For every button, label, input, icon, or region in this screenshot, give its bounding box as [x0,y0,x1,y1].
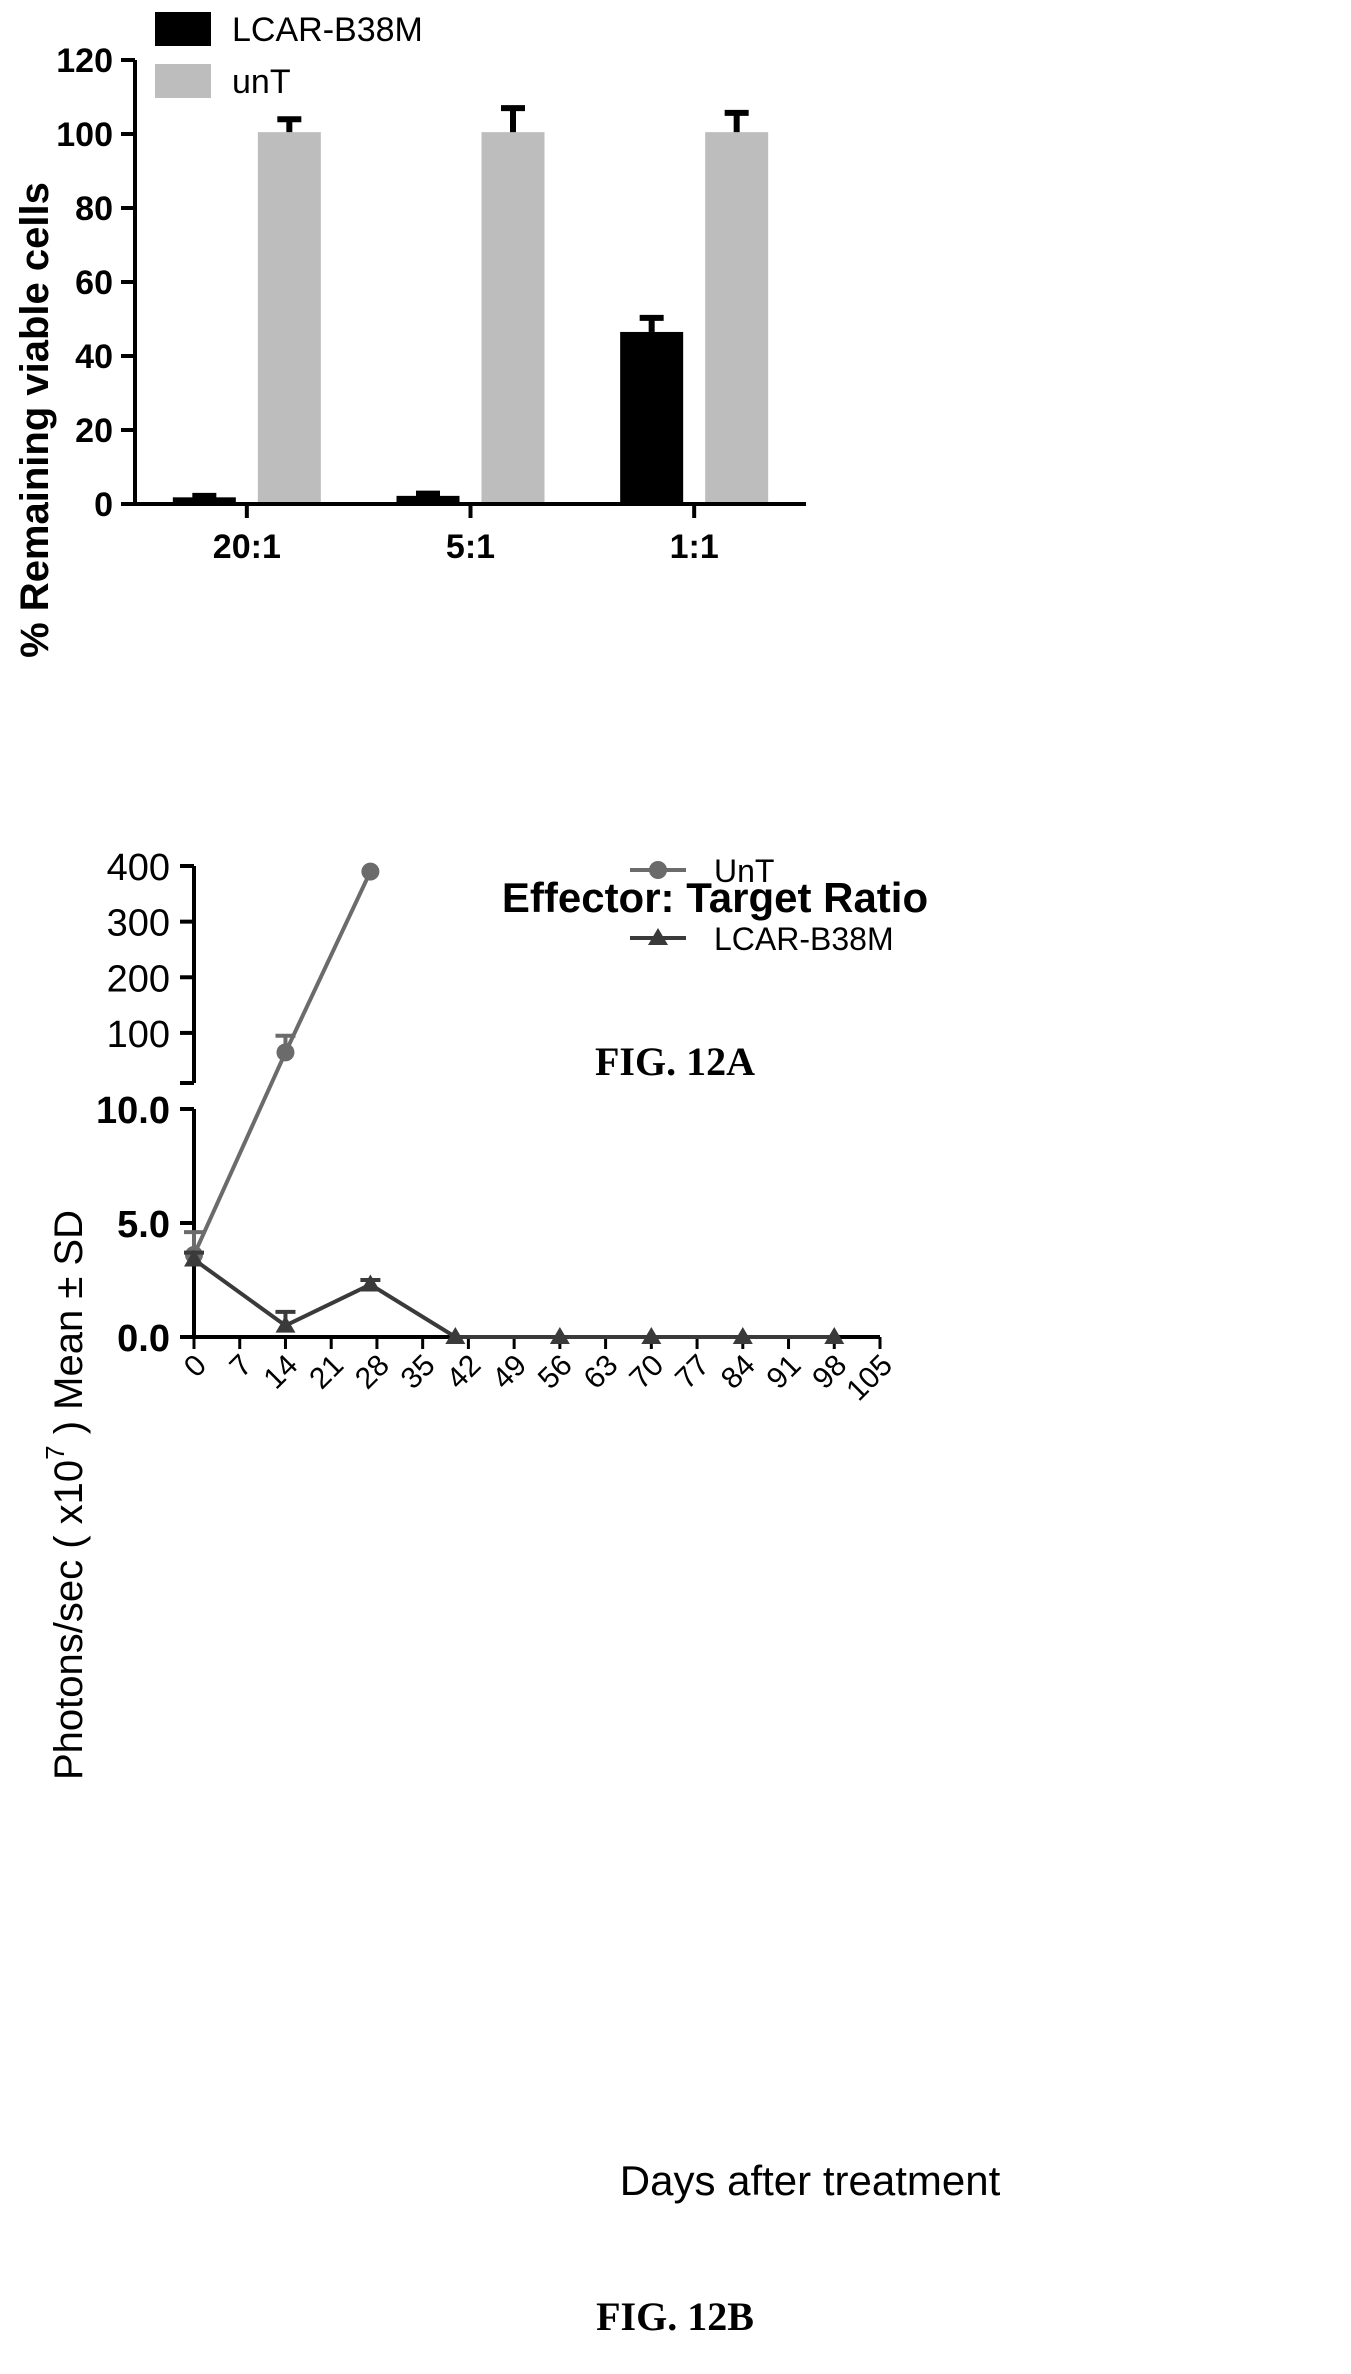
data-point-lcar-b38m [184,1249,204,1267]
legend-swatch-lcar-b38m [155,12,211,46]
x-tick-label: 77 [669,1349,716,1396]
bars-12a [172,105,769,504]
y-axis-label-12b: Photons/sec ( x107 ) Mean ± SD [40,1210,91,1780]
data-point-lcar-b38m [732,1327,753,1344]
axes-12a: 0 20 40 60 80 100 120 20:1 5:1 1:1 [56,42,806,566]
x-tick-label: 70 [623,1349,670,1396]
y-tick-label: 5.0 [117,1204,170,1246]
y-axis-label-suffix: ) Mean ± SD [47,1210,91,1445]
bar-lcar-b38m [620,331,684,504]
data-point-lcar-b38m [445,1327,466,1344]
x-tick-label: 56 [532,1349,579,1396]
legend-label: unT [232,63,291,101]
y-axis-label-prefix: Photons/sec ( x10 [47,1460,91,1780]
y-tick-label: 0 [94,486,113,524]
series-line-lcar-b38m [192,1257,835,1339]
y-tick-label: 80 [75,190,113,228]
bar-chart-12a: LCAR-B38M unT 0 20 40 60 80 100 120 20:1 5:1 1:1 %… [13,11,928,1084]
x-tick-label: 5:1 [446,528,495,566]
x-tick-label: 91 [761,1349,808,1396]
x-tick-label: 21 [303,1349,350,1396]
x-tick-label: 0 [178,1349,213,1384]
y-tick-label: 200 [107,958,170,1000]
x-tick-label: 14 [257,1349,304,1396]
bar-lcar-b38m [172,497,236,504]
data-point-lcar-b38m [360,1274,381,1292]
y-tick-label: 0.0 [117,1318,170,1360]
data-point-unt [361,862,380,881]
legend-marker [649,861,667,879]
bar-unt [705,132,769,504]
x-tick-label: 105 [840,1349,899,1408]
x-tick-label: 35 [395,1349,442,1396]
bar-unt [481,132,545,504]
legend-12a: LCAR-B38M unT [155,11,423,101]
x-tick-label: 7 [224,1349,259,1384]
figure-caption-12a: FIG. 12A [595,1039,755,1084]
figure-caption-12b: FIG. 12B [596,2294,754,2339]
y-tick-label: 60 [75,264,113,302]
x-tick-label: 42 [440,1349,487,1396]
y-tick-label: 10.0 [96,1090,170,1132]
legend-swatch-unt [155,64,211,98]
legend-12b: UnT LCAR-B38M [630,853,894,957]
x-tick-label: 1:1 [670,528,719,566]
x-tick-label: 20:1 [213,528,281,566]
legend-label: LCAR-B38M [232,11,423,49]
bar-lcar-b38m [396,495,460,504]
y-tick-label: 20 [75,412,113,450]
series-12b [184,862,845,1344]
legend-label: LCAR-B38M [714,921,894,957]
data-point-lcar-b38m [824,1327,845,1344]
x-axis-label-12b: Days after treatment [620,2157,1001,2204]
x-tick-label: 63 [578,1349,625,1396]
y-tick-label: 40 [75,338,113,376]
bar-unt [257,132,321,504]
data-point-unt [276,1043,295,1062]
data-point-lcar-b38m [641,1327,662,1344]
x-axis-label-12a: Effector: Target Ratio [502,874,928,921]
x-tick-label: 84 [715,1349,762,1396]
y-tick-label: 120 [56,42,113,80]
y-axis-label-12a: % Remaining viable cells [13,182,57,658]
legend-label: UnT [714,853,774,889]
y-tick-label: 100 [56,116,113,154]
y-tick-label: 100 [107,1014,170,1056]
y-tick-label: 300 [107,903,170,945]
y-tick-label: 400 [107,847,170,889]
legend-marker [648,928,668,945]
data-point-lcar-b38m [275,1315,296,1333]
data-point-lcar-b38m [549,1327,570,1344]
series-line-unt [192,870,373,1256]
y-axis-label-exponent: 7 [40,1445,70,1459]
x-tick-label: 28 [349,1349,396,1396]
x-tick-label: 49 [486,1349,533,1396]
